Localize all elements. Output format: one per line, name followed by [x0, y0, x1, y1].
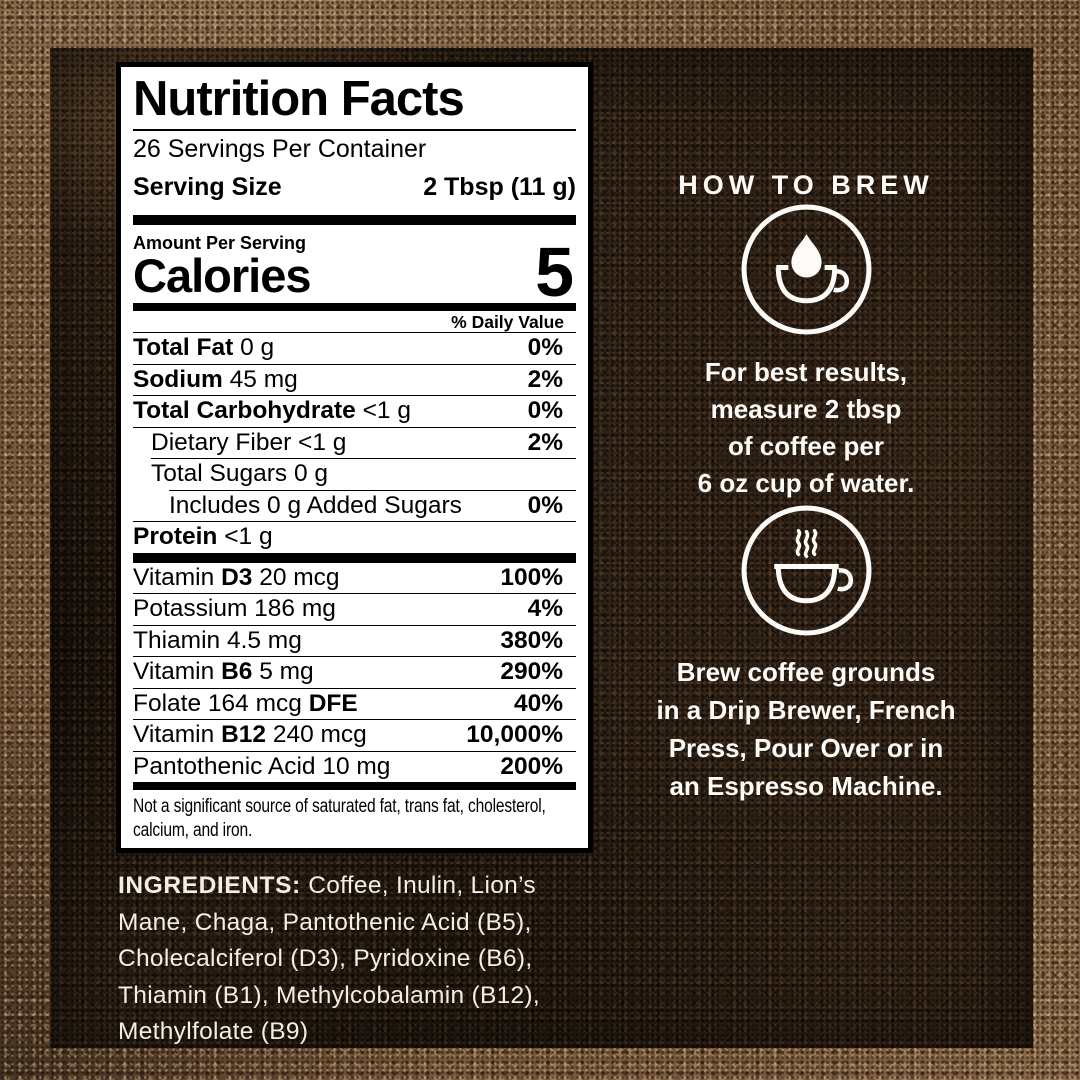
- nutrient-row: Vitamin D3 20 mcg 100%: [133, 563, 563, 591]
- amount-per-serving-label: Amount Per Serving: [133, 233, 307, 253]
- footnote: Not a significant source of saturated fa…: [133, 796, 546, 841]
- nutrient-row: Pantothenic Acid 10 mg 200%: [133, 750, 576, 783]
- nutrient-row: Thiamin 4.5 mg 380%: [133, 624, 576, 657]
- serving-size-row: Serving Size 2 Tbsp (11 g): [133, 167, 576, 207]
- divider: [133, 303, 576, 311]
- daily-value-header: % Daily Value: [451, 312, 564, 332]
- serving-size-label: Serving Size: [133, 172, 282, 201]
- brew-step-drip: For best results, measure 2 tbsp of coffee…: [616, 201, 996, 502]
- how-to-brew-section: HOW TO BREW For best results, measure 2 t…: [616, 170, 996, 805]
- nutrient-row: Total Sugars 0 g: [151, 458, 576, 490]
- calories-row: Calories 5: [133, 237, 576, 307]
- nutrient-row: Folate 164 mcg DFE 40%: [133, 687, 576, 720]
- steaming-cup-icon: [741, 505, 871, 636]
- nutrient-rows: Total Fat 0 g 0% Sodium 45 mg 2% Total Carbo…: [133, 332, 576, 553]
- nutrition-facts-label: Nutrition Facts 26 Servings Per Containe…: [116, 62, 593, 853]
- drip-cup-icon: [741, 204, 871, 335]
- nutrient-row: Sodium 45 mg 2%: [133, 363, 576, 396]
- nutrient-row: Dietary Fiber <1 g 2%: [133, 426, 576, 459]
- how-to-brew-heading: HOW TO BREW: [678, 170, 934, 200]
- nutrient-row: Total Fat 0 g 0%: [133, 332, 576, 364]
- serving-size-value: 2 Tbsp (11 g): [423, 172, 576, 201]
- nutrient-row: Vitamin B12 240 mcg 10,000%: [133, 719, 576, 751]
- servings-per-container: 26 Servings Per Container: [133, 134, 427, 163]
- thick-divider: [133, 215, 576, 225]
- thick-divider: [133, 552, 576, 563]
- vitamin-rows: Vitamin D3 20 mcg 100% Potassium 186 mg 4% T…: [133, 563, 576, 783]
- calories-value: 5: [535, 233, 574, 311]
- thick-divider: [133, 782, 576, 790]
- nutrition-facts-title: Nutrition Facts: [133, 72, 465, 126]
- divider: [133, 129, 576, 131]
- ingredients-section: INGREDIENTS: Coffee, Inulin, Lion’s Mane,…: [118, 868, 588, 1051]
- nutrient-row: Includes 0 g Added Sugars 0%: [169, 489, 576, 522]
- calories-label: Calories: [133, 249, 311, 302]
- nutrient-row: Potassium 186 mg 4%: [133, 593, 576, 625]
- brew-step-cup-text: Brew coffee grounds in a Drip Brewer, Fre…: [656, 657, 956, 801]
- brew-step-cup: Brew coffee grounds in a Drip Brewer, Fre…: [616, 502, 996, 805]
- brew-step-drip-text: For best results, measure 2 tbsp of coffee…: [697, 357, 915, 498]
- nutrient-row: Total Carbohydrate <1 g 0%: [133, 395, 576, 427]
- ingredients-label: INGREDIENTS:: [118, 872, 309, 899]
- nutrient-row: Vitamin B6 5 mg 290%: [133, 656, 576, 688]
- nutrient-row: Protein <1 g: [133, 521, 576, 553]
- ingredients-text: INGREDIENTS: Coffee, Inulin, Lion’s Mane,…: [118, 872, 540, 1045]
